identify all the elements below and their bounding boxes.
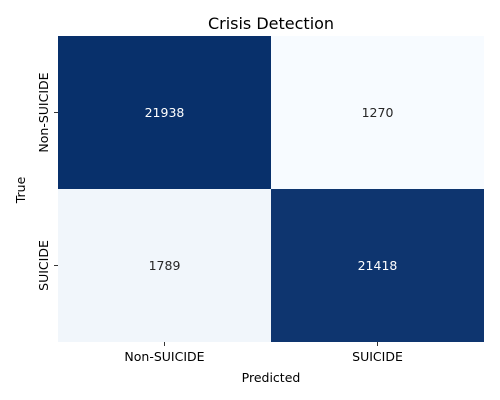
y-axis-label: True bbox=[13, 176, 28, 204]
cell-value-r1-c1: 21418 bbox=[358, 258, 398, 273]
y-axis-ticks: Non-SUICIDE SUICIDE bbox=[36, 72, 58, 291]
heatmap-cells bbox=[58, 36, 484, 342]
x-axis-label: Predicted bbox=[242, 370, 301, 385]
cell-value-r0-c1: 1270 bbox=[362, 105, 394, 120]
x-tick-label-0: Non-SUICIDE bbox=[124, 349, 204, 364]
chart-title: Crisis Detection bbox=[208, 14, 334, 33]
x-tick-label-1: SUICIDE bbox=[352, 349, 403, 364]
y-tick-label-0: Non-SUICIDE bbox=[36, 72, 51, 152]
y-tick-label-1: SUICIDE bbox=[36, 240, 51, 291]
cell-value-r1-c0: 1789 bbox=[149, 258, 181, 273]
x-axis-ticks: Non-SUICIDE SUICIDE bbox=[124, 342, 403, 364]
cell-value-r0-c0: 21938 bbox=[145, 105, 185, 120]
